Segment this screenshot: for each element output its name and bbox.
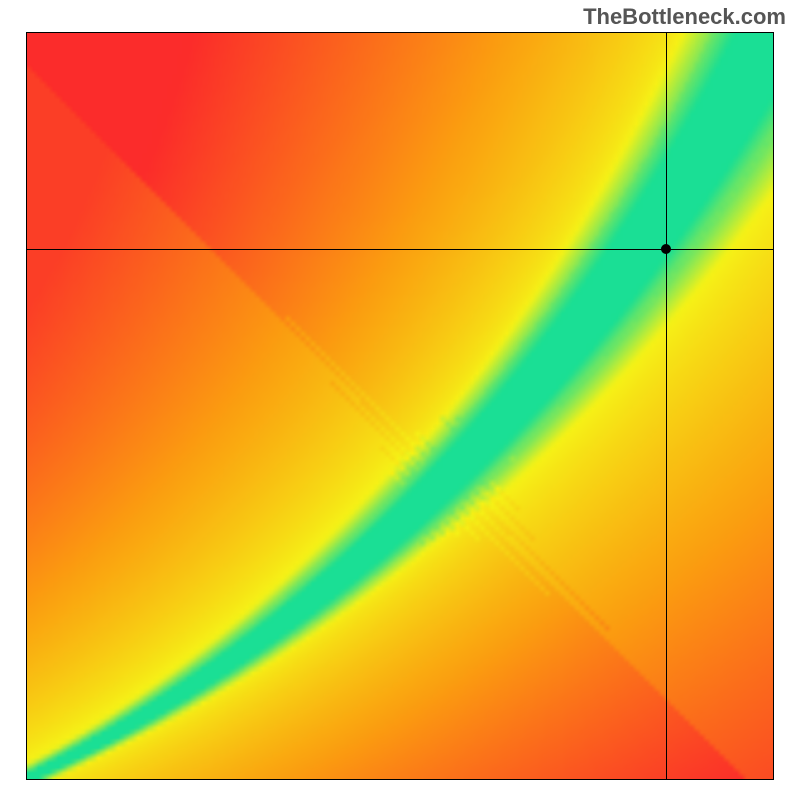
crosshair-marker	[661, 244, 671, 254]
chart-container: TheBottleneck.com	[0, 0, 800, 800]
plot-frame	[26, 32, 774, 780]
watermark-text: TheBottleneck.com	[583, 4, 786, 30]
crosshair-vertical	[666, 32, 667, 780]
